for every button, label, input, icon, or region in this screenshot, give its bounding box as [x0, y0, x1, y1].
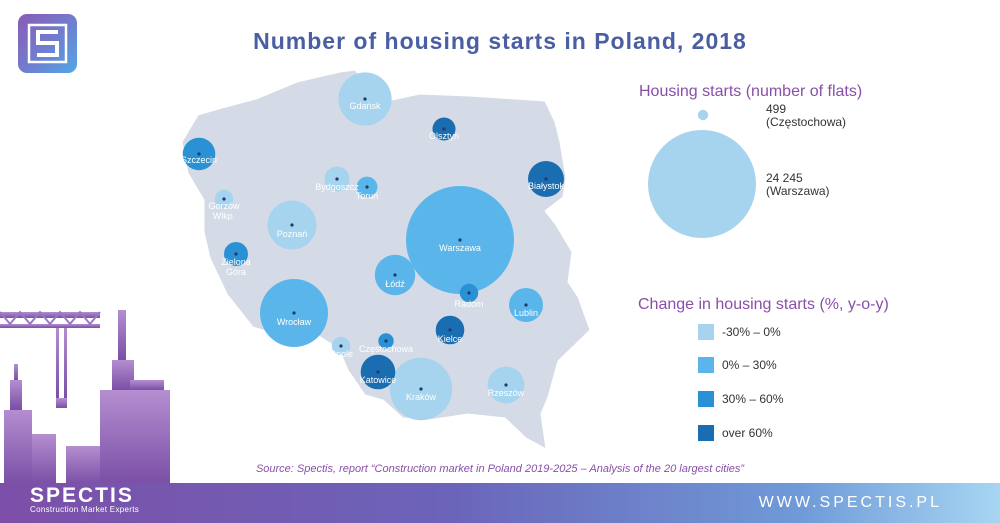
city-dot: [339, 344, 343, 348]
city-dot: [365, 185, 369, 189]
legend-swatch: [698, 324, 714, 340]
city-label: Kraków: [406, 392, 437, 402]
city-dot: [197, 152, 201, 156]
size-legend-large-city: (Warszawa): [766, 184, 830, 198]
city-label: Poznań: [277, 229, 308, 239]
size-legend-large-value: 24 245: [766, 171, 803, 185]
legend-label: 0% – 30%: [722, 358, 777, 372]
city-skyline-crane-icon: [0, 310, 170, 484]
city-dot: [222, 197, 226, 201]
city-label: Bydgoszcz: [315, 182, 359, 192]
legend-label: over 60%: [722, 426, 773, 440]
city-label: Radom: [454, 299, 483, 309]
legend-label: 30% – 60%: [722, 392, 784, 406]
brand-tagline: Construction Market Experts: [30, 505, 140, 514]
city-dot: [234, 252, 238, 256]
city-dot: [363, 97, 367, 101]
city-label: Gdańsk: [349, 101, 381, 111]
city-label: Łódź: [385, 279, 405, 289]
footer-band: [0, 483, 1000, 523]
city-dot: [467, 291, 471, 295]
city-dot: [292, 311, 296, 315]
city-dot: [504, 383, 508, 387]
city-label: Szczecin: [181, 155, 217, 165]
city-label: Częstochowa: [359, 344, 413, 354]
city-label: Wlkp.: [213, 211, 236, 221]
legend-swatch: [698, 425, 714, 441]
legend-swatch: [698, 391, 714, 407]
city-label: Olsztyn: [429, 131, 459, 141]
website-link[interactable]: WWW.SPECTIS.PL: [758, 494, 942, 511]
city-label: Kielce: [438, 334, 463, 344]
legend-label: -30% – 0%: [722, 325, 781, 339]
size-legend-heading: Housing starts (number of flats): [639, 83, 863, 100]
city-dot: [419, 387, 423, 391]
city-dot: [376, 370, 380, 374]
city-dot: [544, 177, 548, 181]
city-dot: [335, 177, 339, 181]
city-dot: [290, 223, 294, 227]
size-legend-small-value: 499: [766, 102, 787, 116]
page-title: Number of housing starts in Poland, 2018: [253, 28, 747, 54]
city-label: Zielona: [221, 257, 251, 267]
source-note: Source: Spectis, report “Construction ma…: [255, 463, 745, 475]
brand-name: SPECTIS: [30, 484, 134, 507]
city-label: Katowice: [360, 375, 397, 385]
city-dot: [524, 303, 528, 307]
city-label: Gorzów: [208, 201, 240, 211]
city-label: Toruń: [356, 191, 379, 201]
spectis-logo-icon: [18, 14, 77, 73]
city-dot: [442, 127, 446, 131]
city-label: Opole: [329, 349, 353, 359]
city-label: Góra: [226, 267, 246, 277]
size-legend-small-city: (Częstochowa): [766, 115, 847, 129]
city-label: Białystok: [528, 181, 565, 191]
city-label: Wrocław: [277, 317, 312, 327]
city-dot: [384, 339, 388, 343]
city-dot: [393, 273, 397, 277]
change-legend-heading: Change in housing starts (%, y-o-y): [638, 296, 889, 313]
legend-swatch: [698, 357, 714, 373]
city-label: Warszawa: [439, 243, 481, 253]
city-dot: [448, 328, 452, 332]
city-label: Rzeszów: [488, 388, 525, 398]
city-label: Lublin: [514, 308, 538, 318]
city-dot: [458, 238, 462, 242]
